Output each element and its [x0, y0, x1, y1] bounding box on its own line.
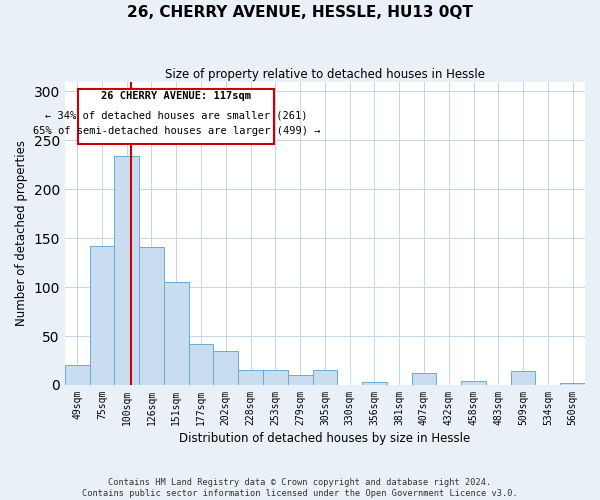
Text: 26 CHERRY AVENUE: 117sqm: 26 CHERRY AVENUE: 117sqm: [101, 92, 251, 102]
Title: Size of property relative to detached houses in Hessle: Size of property relative to detached ho…: [165, 68, 485, 80]
Bar: [263, 370, 288, 385]
Bar: [313, 370, 337, 385]
Bar: [560, 383, 585, 385]
Bar: [65, 366, 89, 385]
Text: 65% of semi-detached houses are larger (499) →: 65% of semi-detached houses are larger (…: [32, 126, 320, 136]
Text: ← 34% of detached houses are smaller (261): ← 34% of detached houses are smaller (26…: [45, 110, 308, 120]
Bar: [188, 344, 214, 385]
Bar: [461, 381, 486, 385]
Bar: [89, 246, 115, 385]
Y-axis label: Number of detached properties: Number of detached properties: [15, 140, 28, 326]
Bar: [362, 382, 387, 385]
FancyBboxPatch shape: [79, 88, 274, 144]
Bar: [115, 156, 139, 385]
Text: Contains HM Land Registry data © Crown copyright and database right 2024.
Contai: Contains HM Land Registry data © Crown c…: [82, 478, 518, 498]
Bar: [214, 350, 238, 385]
Text: 26, CHERRY AVENUE, HESSLE, HU13 0QT: 26, CHERRY AVENUE, HESSLE, HU13 0QT: [127, 5, 473, 20]
Bar: [164, 282, 188, 385]
Bar: [288, 375, 313, 385]
Bar: [412, 373, 436, 385]
Bar: [511, 371, 535, 385]
X-axis label: Distribution of detached houses by size in Hessle: Distribution of detached houses by size …: [179, 432, 470, 445]
Bar: [238, 370, 263, 385]
Bar: [139, 247, 164, 385]
